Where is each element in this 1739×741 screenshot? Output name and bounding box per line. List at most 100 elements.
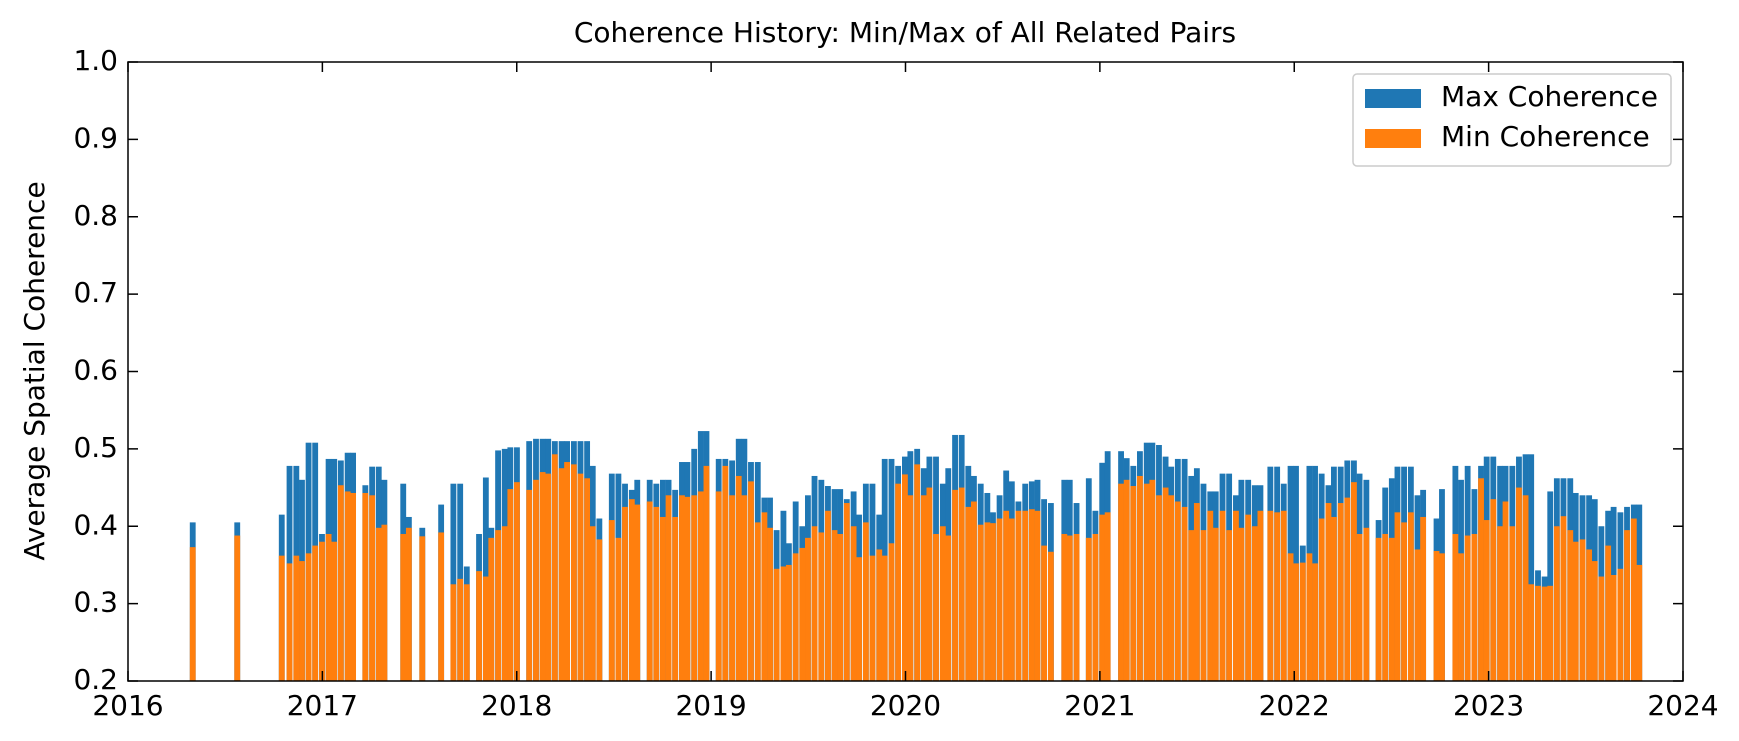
bar: [1414, 549, 1421, 681]
bar: [1522, 495, 1529, 681]
bar: [1344, 497, 1351, 681]
bar: [584, 478, 591, 681]
bar: [1330, 516, 1337, 681]
bar: [984, 522, 991, 681]
bar: [589, 526, 596, 681]
bar: [1624, 530, 1630, 681]
bar: [902, 474, 908, 681]
bar: [1483, 520, 1490, 681]
bar: [350, 492, 357, 681]
bar: [608, 520, 615, 681]
bar: [305, 553, 312, 681]
bar: [1478, 478, 1484, 681]
bar: [729, 495, 736, 681]
bar: [653, 506, 660, 681]
bar: [1156, 495, 1162, 681]
x-tick-label: 2020: [870, 689, 941, 722]
bar: [438, 532, 445, 681]
y-tick-label: 0.7: [73, 276, 118, 309]
bar: [507, 489, 514, 681]
bar: [1541, 586, 1548, 681]
x-tick-label: 2019: [675, 689, 746, 722]
bar: [1572, 541, 1579, 681]
y-tick-label: 0.4: [73, 508, 118, 541]
bar: [628, 499, 635, 681]
legend-box: [1352, 73, 1672, 167]
x-tick-label: 2023: [1453, 689, 1524, 722]
bar: [761, 512, 768, 681]
legend-swatch: [1365, 129, 1421, 148]
bar: [895, 483, 902, 681]
bar: [1257, 510, 1264, 681]
bar: [1356, 533, 1363, 681]
bar: [286, 563, 293, 681]
bar: [1143, 483, 1150, 681]
y-tick-label: 0.5: [73, 431, 118, 464]
bar: [1130, 486, 1137, 681]
bar: [1280, 510, 1287, 681]
bar: [672, 516, 679, 681]
bar: [450, 483, 457, 681]
bar: [570, 464, 577, 681]
bar: [495, 530, 502, 681]
bar: [1497, 526, 1504, 681]
bar: [1490, 499, 1497, 681]
bar: [876, 549, 883, 681]
bar: [996, 518, 1003, 681]
bar: [805, 537, 811, 681]
bar: [1003, 510, 1010, 681]
bar: [482, 576, 489, 681]
bar: [945, 535, 952, 681]
bar: [189, 547, 196, 681]
bar: [1219, 510, 1226, 681]
x-tick-label: 2016: [92, 689, 163, 722]
bar: [1207, 510, 1214, 681]
bar: [773, 568, 780, 681]
bar: [1123, 479, 1130, 681]
x-tick-label: 2017: [287, 689, 358, 722]
bar: [1516, 487, 1522, 681]
bar: [780, 566, 787, 681]
bar: [1212, 527, 1219, 681]
bar: [488, 537, 495, 681]
bar: [344, 491, 351, 681]
bar: [558, 468, 565, 681]
bar: [684, 496, 691, 681]
bar: [405, 527, 412, 681]
bar: [1420, 516, 1427, 681]
bar: [1433, 551, 1440, 681]
bar: [1586, 549, 1593, 681]
bar: [1351, 482, 1357, 681]
bar: [1008, 518, 1015, 681]
bar: [665, 495, 672, 681]
bar: [1528, 454, 1535, 681]
bar: [1034, 510, 1041, 681]
bar: [1099, 514, 1106, 681]
chart-title: Coherence History: Min/Max of All Relate…: [574, 16, 1236, 49]
bar: [1382, 533, 1389, 681]
bar: [691, 495, 698, 681]
bar: [837, 533, 844, 681]
bar: [1047, 551, 1054, 681]
bar: [869, 555, 876, 681]
bar: [748, 481, 754, 681]
bar: [1630, 518, 1637, 681]
bar: [1318, 518, 1325, 681]
bar: [754, 522, 761, 681]
bar: [825, 510, 831, 681]
bar: [234, 535, 241, 681]
bar: [1439, 553, 1445, 681]
bar: [646, 501, 653, 681]
bar: [990, 523, 996, 681]
bar: [1061, 533, 1068, 681]
bar: [1181, 506, 1188, 681]
bar: [450, 584, 457, 681]
bar: [1015, 510, 1022, 681]
bar: [907, 495, 914, 681]
bar: [1452, 533, 1459, 681]
bar: [971, 501, 977, 681]
bar: [551, 454, 558, 681]
bar: [1092, 533, 1099, 681]
bar: [331, 541, 338, 681]
bar: [811, 526, 818, 681]
